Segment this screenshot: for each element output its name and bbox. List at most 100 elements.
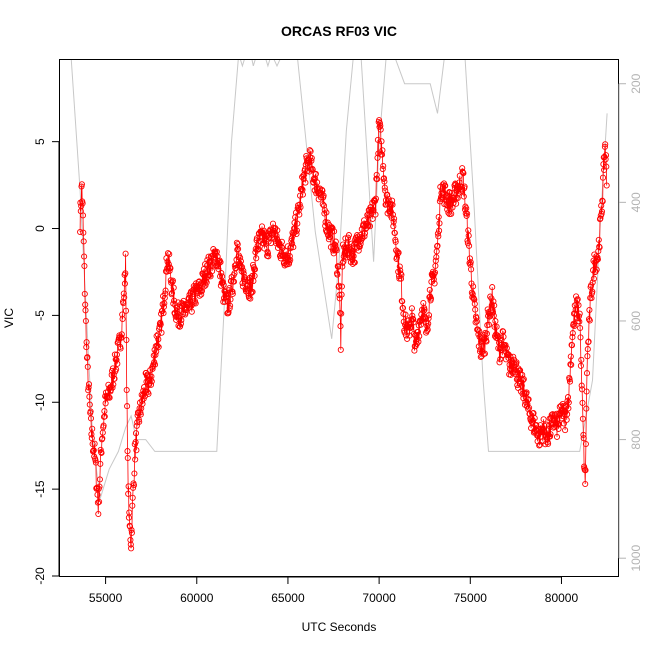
data-point: [402, 311, 409, 318]
data-point: [101, 413, 108, 420]
data-point: [255, 246, 262, 253]
data-point: [461, 183, 468, 190]
x-tick-label-80000: 80000: [545, 591, 579, 605]
data-point: [397, 275, 405, 282]
data-point: [337, 309, 344, 316]
data-point: [105, 394, 112, 401]
data-point: [337, 323, 344, 330]
data-point: [85, 384, 92, 391]
data-point: [553, 433, 561, 440]
data-point: [83, 339, 90, 346]
data-point: [583, 388, 590, 395]
data-point: [590, 275, 597, 282]
data-point: [342, 235, 349, 242]
data-point: [100, 422, 107, 429]
data-point: [508, 356, 515, 363]
data-point: [84, 354, 91, 361]
data-point: [110, 371, 117, 378]
data-point: [593, 253, 600, 260]
data-point: [394, 250, 401, 257]
data-point: [82, 307, 89, 314]
data-point: [502, 341, 509, 349]
data-point: [488, 295, 495, 302]
data-point: [82, 301, 89, 308]
data-point: [361, 230, 368, 237]
data-point: [351, 259, 358, 266]
data-point: [124, 448, 131, 455]
data-point: [147, 381, 155, 388]
data-point: [402, 332, 409, 339]
data-point: [88, 435, 95, 442]
data-point: [602, 156, 609, 163]
data-point: [290, 244, 297, 251]
data-point: [468, 266, 475, 273]
data-point: [249, 288, 256, 295]
data-point: [564, 397, 571, 404]
data-point: [124, 454, 131, 462]
data-point: [122, 250, 129, 257]
data-point: [494, 335, 501, 342]
data-point: [374, 136, 381, 143]
y-tick-label--10: -10: [33, 393, 47, 411]
x-tick-label-60000: 60000: [180, 591, 214, 605]
data-point: [151, 361, 159, 368]
data-point: [220, 298, 227, 305]
data-point: [309, 166, 316, 173]
data-point: [78, 183, 85, 190]
data-point: [599, 174, 607, 181]
data-point: [395, 249, 402, 256]
data-point: [129, 494, 136, 501]
data-point: [576, 318, 583, 325]
data-point: [122, 307, 130, 314]
data-point: [337, 346, 344, 353]
data-point: [110, 381, 117, 388]
data-point: [226, 305, 233, 312]
data-point: [96, 483, 103, 490]
data-point: [579, 399, 586, 406]
data-point: [434, 230, 441, 237]
data-point: [453, 200, 460, 207]
data-point: [568, 361, 575, 368]
data-point: [217, 273, 224, 280]
data-point: [583, 405, 590, 412]
data-point: [308, 157, 315, 164]
data-point: [155, 336, 162, 343]
data-point: [568, 342, 576, 349]
data-point: [491, 302, 498, 309]
data-point: [514, 382, 521, 389]
overlay-line-layer: [70, 60, 608, 500]
data-point: [177, 323, 184, 330]
data-point: [470, 283, 477, 290]
data-point: [152, 351, 159, 359]
data-point: [153, 348, 160, 355]
data-point: [306, 147, 313, 154]
data-point: [279, 244, 286, 252]
data-point: [339, 241, 347, 248]
data-point: [118, 334, 125, 341]
y-tick-label--5: -5: [33, 310, 47, 321]
data-point: [262, 234, 269, 241]
data-point: [519, 377, 527, 384]
right-tick-label-400: 400: [629, 192, 643, 212]
data-point: [569, 330, 576, 337]
data-point: [410, 316, 417, 323]
data-point: [96, 476, 103, 483]
data-point: [86, 393, 93, 400]
data-point: [565, 405, 572, 412]
data-point: [297, 192, 304, 199]
data-point: [515, 365, 522, 372]
data-point: [320, 202, 328, 209]
data-point: [168, 289, 176, 297]
data-point: [466, 255, 473, 262]
data-point: [377, 122, 384, 129]
data-point: [108, 383, 115, 390]
data-point: [129, 502, 136, 509]
data-point: [602, 141, 609, 148]
data-point: [274, 227, 281, 234]
data-point: [90, 447, 97, 454]
data-point: [79, 212, 87, 219]
data-point: [435, 233, 442, 240]
data-point: [271, 227, 278, 235]
data-point: [132, 430, 140, 437]
right-tick-label-1000: 1000: [629, 545, 643, 572]
